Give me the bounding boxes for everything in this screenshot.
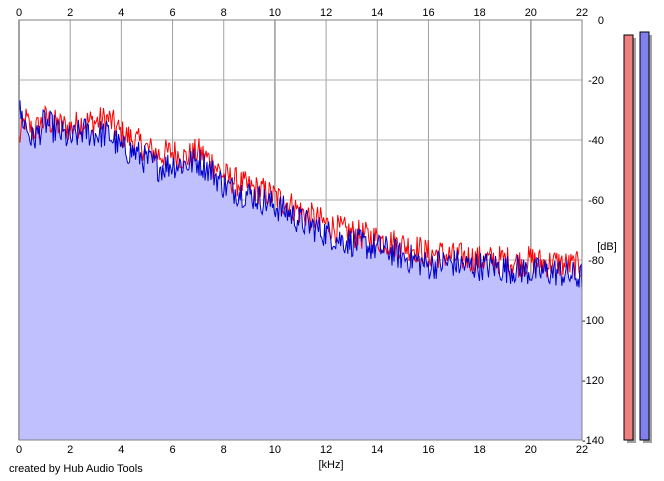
x-tick-label: 22 — [576, 7, 588, 19]
x-tick-label-bottom: 6 — [169, 444, 175, 456]
x-tick-label: 12 — [320, 7, 332, 19]
y-tick-label: 0 — [598, 15, 604, 27]
y-tick-label: -20 — [588, 75, 604, 87]
credit-text: created by Hub Audio Tools — [9, 463, 143, 475]
x-tick-label: 8 — [221, 7, 227, 19]
x-tick-label-bottom: 16 — [422, 444, 434, 456]
y-tick-label: -100 — [582, 315, 604, 327]
x-tick-label-bottom: 14 — [371, 444, 383, 456]
x-tick-label: 6 — [169, 7, 175, 19]
y-tick-label: -120 — [582, 375, 604, 387]
y-tick-label: -140 — [582, 435, 604, 447]
x-tick-label: 4 — [118, 7, 124, 19]
x-tick-label: 18 — [474, 7, 486, 19]
x-tick-label-bottom: 12 — [320, 444, 332, 456]
x-tick-label-bottom: 18 — [474, 444, 486, 456]
x-tick-label-bottom: 2 — [67, 444, 73, 456]
y-axis-label: [dB] — [597, 241, 617, 253]
x-tick-label: 0 — [16, 7, 22, 19]
x-tick-label-bottom: 22 — [576, 444, 588, 456]
plot-border — [18, 19, 583, 441]
y-tick-label: -60 — [588, 195, 604, 207]
x-axis-label: [kHz] — [318, 459, 343, 471]
x-tick-label-bottom: 0 — [16, 444, 22, 456]
x-tick-label-bottom: 8 — [221, 444, 227, 456]
x-tick-label: 16 — [422, 7, 434, 19]
series-line-1 — [18, 100, 583, 291]
level-meters — [623, 31, 652, 443]
series-line-0 — [18, 104, 583, 281]
y-tick-labels: 0 -20 -40 -60 -80 -100 -120 -140 — [582, 15, 604, 447]
level-meter-bar — [623, 34, 634, 441]
x-tick-label: 10 — [269, 7, 281, 19]
x-tick-label: 20 — [525, 7, 537, 19]
x-tick-label-bottom: 20 — [525, 444, 537, 456]
x-tick-label-bottom: 10 — [269, 444, 281, 456]
y-tick-label: -80 — [588, 255, 604, 267]
x-tick-label: 2 — [67, 7, 73, 19]
x-tick-label: 14 — [371, 7, 383, 19]
x-tick-label-bottom: 4 — [118, 444, 124, 456]
series-lines — [18, 100, 583, 291]
y-tick-label: -40 — [588, 135, 604, 147]
spectrum-fill-area — [19, 100, 582, 441]
level-meter-bar — [639, 31, 650, 441]
